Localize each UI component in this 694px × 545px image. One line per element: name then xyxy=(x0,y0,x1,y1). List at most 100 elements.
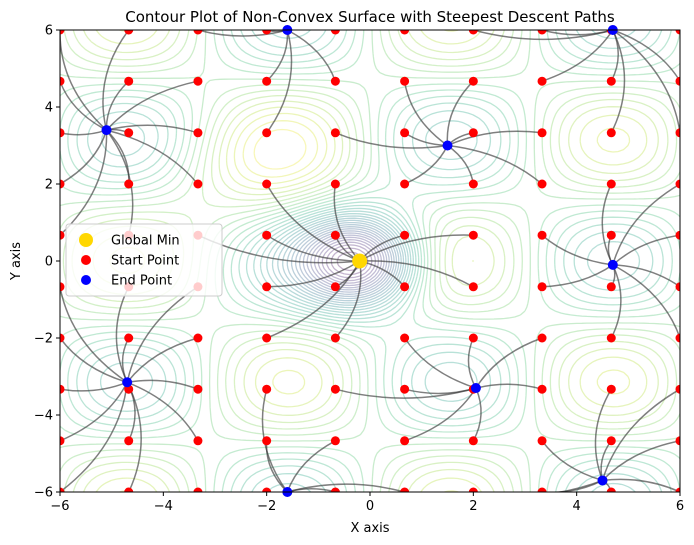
start-point xyxy=(60,384,65,394)
start-point xyxy=(400,230,410,240)
start-point xyxy=(606,384,616,394)
descent-path xyxy=(106,129,199,185)
x-axis-ticks: −6 −4 −2 0 2 4 6 xyxy=(50,492,684,514)
x-tick-label: −2 xyxy=(257,499,276,514)
start-point xyxy=(60,30,65,35)
descent-path xyxy=(404,387,477,442)
contour-level xyxy=(60,30,680,492)
descent-path xyxy=(467,337,477,389)
start-point xyxy=(400,30,410,35)
start-point xyxy=(60,179,65,189)
descent-path xyxy=(447,130,543,147)
start-point xyxy=(60,487,65,492)
start-point xyxy=(537,230,547,240)
start-point xyxy=(124,30,134,35)
descent-path xyxy=(60,80,107,131)
start-point xyxy=(330,282,340,292)
start-point xyxy=(124,487,134,492)
legend-marker xyxy=(79,233,93,247)
start-point xyxy=(606,436,616,446)
start-point xyxy=(468,76,478,86)
start-point xyxy=(124,436,134,446)
start-point xyxy=(537,487,547,492)
descent-path xyxy=(359,260,474,288)
descent-path xyxy=(106,124,199,134)
x-tick-label: −6 xyxy=(50,499,69,514)
descent-path xyxy=(126,381,199,442)
start-point xyxy=(468,30,478,35)
start-point xyxy=(330,230,340,240)
start-point xyxy=(675,333,680,343)
descent-path xyxy=(334,260,362,339)
start-point xyxy=(60,282,65,292)
start-point xyxy=(60,333,65,343)
descent-path xyxy=(286,440,336,492)
y-tick-label: 4 xyxy=(45,101,53,116)
contour-level xyxy=(282,219,402,304)
start-point xyxy=(262,76,272,86)
descent-path xyxy=(126,337,199,383)
descent-path xyxy=(60,382,128,492)
contour-level xyxy=(286,221,400,302)
start-point xyxy=(468,333,478,343)
descent-path xyxy=(447,144,543,185)
x-tick-label: 0 xyxy=(366,499,374,514)
descent-path xyxy=(601,183,614,266)
legend-label: Start Point xyxy=(111,254,179,269)
start-point xyxy=(262,30,272,35)
start-point xyxy=(675,487,680,492)
start-point xyxy=(537,128,547,138)
end-point xyxy=(597,475,608,486)
y-tick-label: 0 xyxy=(45,255,53,270)
y-tick-label: −6 xyxy=(34,486,53,501)
start-point xyxy=(675,384,680,394)
start-point xyxy=(262,282,272,292)
descent-path xyxy=(541,30,614,82)
start-point xyxy=(675,282,680,292)
start-point xyxy=(675,128,680,138)
start-point xyxy=(193,436,203,446)
descent-path xyxy=(541,234,613,266)
end-point xyxy=(607,259,618,270)
start-point xyxy=(400,282,410,292)
legend-marker xyxy=(81,275,91,285)
end-point xyxy=(442,140,453,151)
contour-level xyxy=(60,30,680,492)
start-point xyxy=(537,333,547,343)
start-point xyxy=(400,436,410,446)
start-point xyxy=(400,179,410,189)
descent-path xyxy=(105,129,130,185)
descent-path xyxy=(127,379,199,390)
start-point xyxy=(468,282,478,292)
start-point xyxy=(468,128,478,138)
descent-path xyxy=(542,479,603,492)
start-point xyxy=(60,436,65,446)
descent-path xyxy=(541,264,614,288)
start-point xyxy=(675,230,680,240)
start-point xyxy=(330,128,340,138)
legend-label: Global Min xyxy=(111,234,180,249)
start-point xyxy=(60,76,65,86)
descent-path xyxy=(287,483,405,492)
descent-path xyxy=(197,30,288,37)
end-point xyxy=(470,383,481,394)
start-point xyxy=(537,76,547,86)
contour-level xyxy=(271,215,407,309)
y-tick-label: 6 xyxy=(45,24,53,39)
start-point xyxy=(606,333,616,343)
start-point xyxy=(537,436,547,446)
start-point xyxy=(193,333,203,343)
start-point xyxy=(606,282,616,292)
descent-path xyxy=(115,286,130,383)
descent-path xyxy=(612,264,680,288)
start-point xyxy=(468,487,478,492)
start-point xyxy=(537,282,547,292)
start-point xyxy=(193,76,203,86)
end-point xyxy=(122,377,133,388)
y-tick-label: −2 xyxy=(34,332,53,347)
descent-path xyxy=(612,30,680,31)
start-point xyxy=(400,128,410,138)
descent-path xyxy=(403,337,477,389)
start-point xyxy=(606,76,616,86)
start-point xyxy=(468,179,478,189)
